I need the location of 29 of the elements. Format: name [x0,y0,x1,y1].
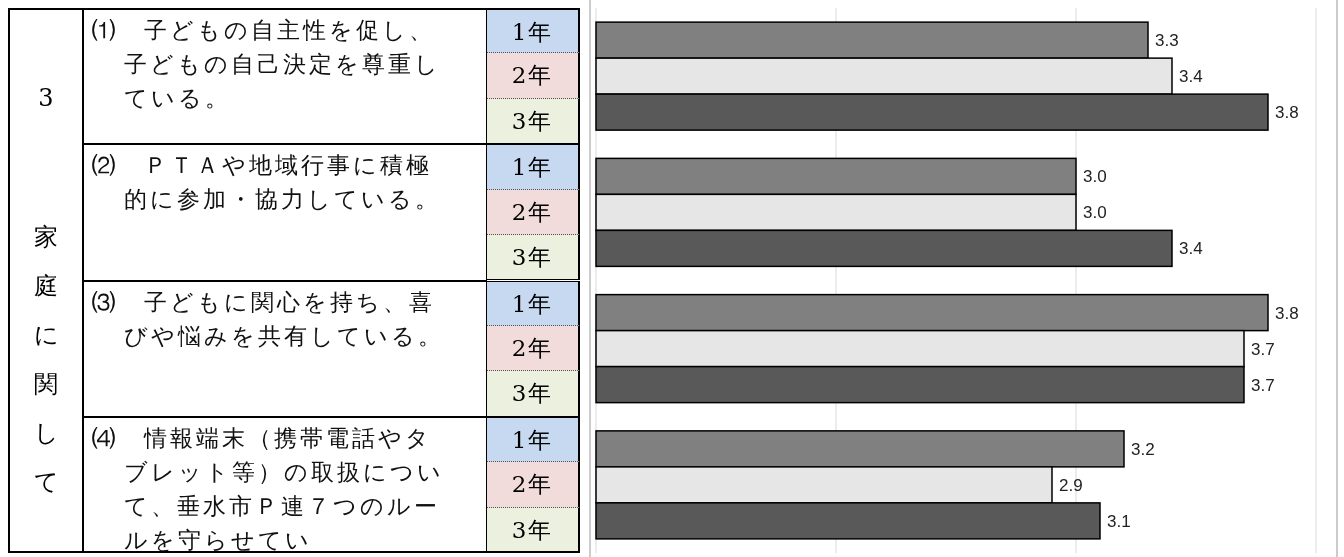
series-name: 3年 [487,98,580,145]
series-name: 3年 [487,371,580,417]
y-tick-label: ⑷ 情報端末（携帯電話やタブレット等）の取扱について、垂水市Ｐ連７つのルールを守らせてい [92,423,445,553]
series-name: 2年 [487,462,580,508]
ylabel: 家庭に関して [32,222,60,498]
series-name: 1年 [487,8,580,54]
data-label: 3.2 [1131,439,1155,459]
data-label: 3.4 [1179,239,1203,259]
series-name: 1年 [487,416,580,463]
series-name: 2年 [487,325,580,372]
series-name: 1年 [487,280,580,326]
data-label: 3.3 [1155,31,1179,51]
series-name: 2年 [487,189,580,236]
data-label: 3.7 [1251,339,1275,359]
data-label: 3.0 [1083,203,1107,223]
data-label: 3.7 [1251,375,1275,395]
series-name: 3年 [487,235,580,281]
data-label: 2.9 [1059,475,1083,495]
data-label: 3.4 [1179,67,1203,87]
data-label: 3.0 [1083,167,1107,187]
y-tick-label: ⑴ 子どもの自主性を促し、子どもの自己決定を尊重している。 [92,16,442,113]
series-name: 2年 [487,53,580,99]
data-label: 3.8 [1275,303,1299,323]
y-tick-label: ⑵ ＰＴＡや地域行事に積極的に参加・協力している。 [92,151,442,215]
data-label: 3.1 [1107,511,1131,531]
series-name: 1年 [487,144,580,190]
data-label: 3.8 [1275,103,1299,123]
series-name: 3年 [487,507,580,553]
title: 3 [37,83,55,114]
